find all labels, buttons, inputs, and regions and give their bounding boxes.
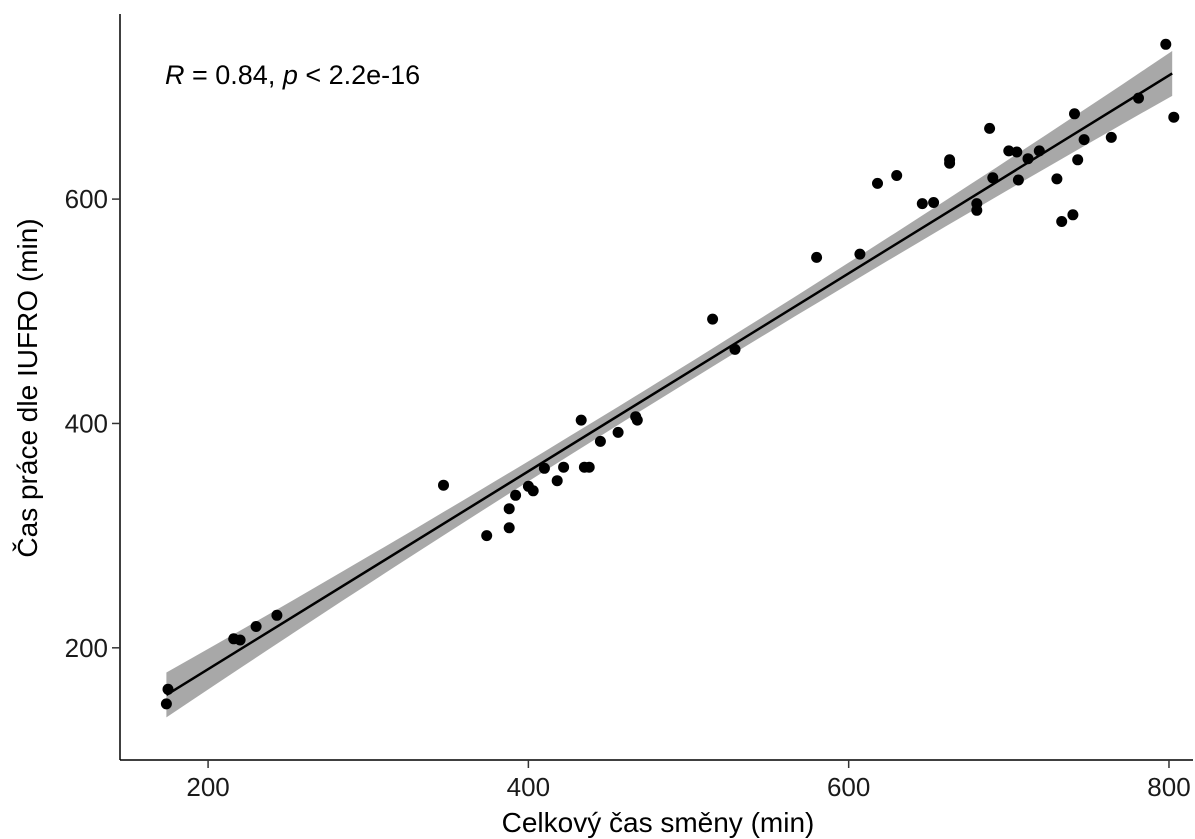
- data-point: [510, 489, 522, 501]
- data-point: [811, 251, 823, 263]
- regression-line: [165, 72, 1173, 696]
- x-tick-label: 600: [827, 772, 870, 802]
- y-tick-label: 400: [65, 408, 108, 438]
- data-point: [1056, 216, 1068, 227]
- x-tick-label: 800: [1147, 772, 1190, 802]
- data-point: [250, 621, 262, 632]
- data-point: [558, 461, 570, 473]
- data-point: [594, 435, 606, 447]
- x-tick-label: 400: [507, 772, 550, 802]
- data-point: [1072, 154, 1084, 166]
- y-tick-label: 600: [65, 184, 108, 214]
- data-point: [971, 198, 983, 210]
- y-axis-title: Čas práce dle IUFRO (min): [12, 218, 43, 557]
- data-point: [1105, 131, 1117, 143]
- data-point: [503, 522, 515, 534]
- data-point: [984, 122, 996, 134]
- data-point: [1012, 174, 1024, 186]
- data-point: [631, 414, 643, 426]
- y-tick-label: 200: [65, 633, 108, 663]
- data-point: [438, 479, 449, 491]
- axes-layer: 200 400 600 800 200 400 600: [65, 14, 1193, 802]
- data-points-layer: [160, 38, 1180, 710]
- data-point: [271, 609, 283, 621]
- data-point: [1168, 111, 1180, 123]
- r-value: = 0.84,: [185, 60, 283, 90]
- data-point: [1022, 153, 1034, 165]
- correlation-annotation: R = 0.84, p < 2.2e-16: [165, 60, 420, 90]
- x-tick-label: 200: [186, 772, 229, 802]
- data-point: [160, 698, 172, 710]
- data-point: [538, 462, 550, 474]
- data-point: [854, 248, 866, 260]
- p-value: < 2.2e-16: [298, 60, 420, 90]
- data-point: [575, 414, 587, 426]
- data-point: [1033, 145, 1045, 157]
- data-point: [872, 177, 883, 189]
- data-point: [481, 530, 493, 542]
- data-point: [1078, 134, 1090, 146]
- data-point: [612, 426, 624, 438]
- data-point: [891, 170, 903, 181]
- data-point: [583, 461, 595, 473]
- regression-line-layer: [165, 72, 1173, 696]
- data-point: [503, 503, 515, 515]
- data-point: [527, 485, 539, 497]
- data-point: [1133, 92, 1144, 104]
- data-point: [1067, 209, 1079, 221]
- data-point: [916, 198, 928, 210]
- data-point: [944, 154, 956, 166]
- data-point: [928, 197, 940, 208]
- data-point: [1160, 38, 1172, 50]
- data-point: [1003, 145, 1015, 157]
- data-point: [234, 634, 246, 646]
- data-point: [707, 313, 719, 325]
- data-point: [987, 172, 999, 184]
- data-point: [1069, 108, 1080, 120]
- data-point: [162, 683, 174, 695]
- data-point: [1011, 146, 1023, 158]
- data-point: [729, 343, 741, 355]
- r-symbol: R: [165, 60, 185, 90]
- data-point: [551, 475, 563, 487]
- data-point: [1051, 173, 1063, 185]
- x-axis-title: Celkový čas směny (min): [502, 807, 815, 838]
- p-symbol: p: [282, 60, 298, 90]
